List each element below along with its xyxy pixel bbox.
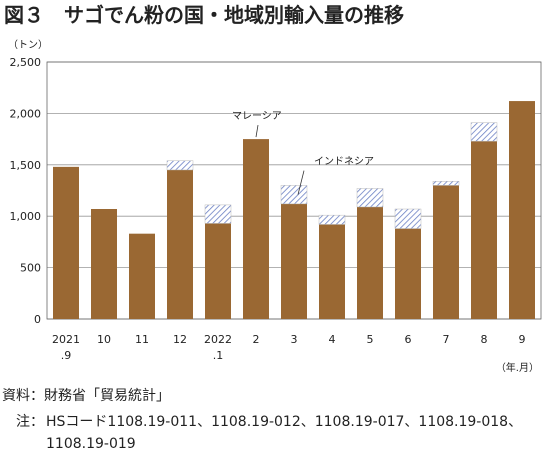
x-tick-label: 7 <box>443 333 450 346</box>
bar <box>91 209 117 319</box>
bar <box>432 180 460 186</box>
bar <box>243 139 269 319</box>
y-tick-label: 2,000 <box>10 107 42 120</box>
bar <box>357 206 383 319</box>
x-tick-label: 5 <box>367 333 374 346</box>
x-tick-label: 9 <box>519 333 526 346</box>
bar <box>318 214 346 225</box>
bar <box>509 101 535 320</box>
bar <box>356 188 384 208</box>
bar <box>394 208 422 229</box>
annotation-line <box>255 125 259 138</box>
x-tick-label: 10 <box>97 333 111 346</box>
bar <box>166 160 194 171</box>
y-tick-label: 1,000 <box>10 210 42 223</box>
note: 1108.19-019 <box>46 436 136 452</box>
legend-label: マレーシア <box>232 111 282 122</box>
x-tick-label: .1 <box>213 349 224 362</box>
bar <box>280 185 308 205</box>
y-tick-label: 500 <box>20 262 41 275</box>
annotation-line <box>297 170 305 195</box>
bar <box>281 203 307 319</box>
x-tick-label: 12 <box>173 333 187 346</box>
x-tick-label: 2 <box>253 333 260 346</box>
y-unit: （トン） <box>8 39 48 51</box>
x-tick-label: 2022 <box>204 333 232 346</box>
legend-label: インドネシア <box>314 156 374 168</box>
bar <box>433 185 459 319</box>
chart-title: 図３ サゴでん粉の国・地域別輸入量の推移 <box>4 3 404 27</box>
bar <box>395 228 421 319</box>
y-tick-label: 1,500 <box>10 159 42 172</box>
x-tick-label: 4 <box>329 333 336 346</box>
x-tick-label: 11 <box>135 333 149 346</box>
bar <box>471 141 497 319</box>
note: HSコード1108.19-011、1108.19-012、1108.19-017… <box>46 414 522 430</box>
x-tick-label: .9 <box>61 349 72 362</box>
bar <box>319 224 345 319</box>
x-tick-label: 2021 <box>52 333 80 346</box>
bar <box>167 169 193 319</box>
bar <box>470 122 498 142</box>
x-tick-label: 6 <box>405 333 412 346</box>
x-tick-label: 8 <box>481 333 488 346</box>
bar <box>129 233 155 319</box>
bar <box>53 166 79 319</box>
y-tick-label: 0 <box>34 313 41 326</box>
note-label: 注： <box>16 414 44 430</box>
y-tick-label: 2,500 <box>10 56 42 69</box>
bar <box>204 204 232 224</box>
x-unit: （年.月） <box>496 361 539 374</box>
x-tick-label: 3 <box>291 333 298 346</box>
bar <box>205 223 231 319</box>
source: 資料：財務省「貿易統計」 <box>2 388 170 404</box>
